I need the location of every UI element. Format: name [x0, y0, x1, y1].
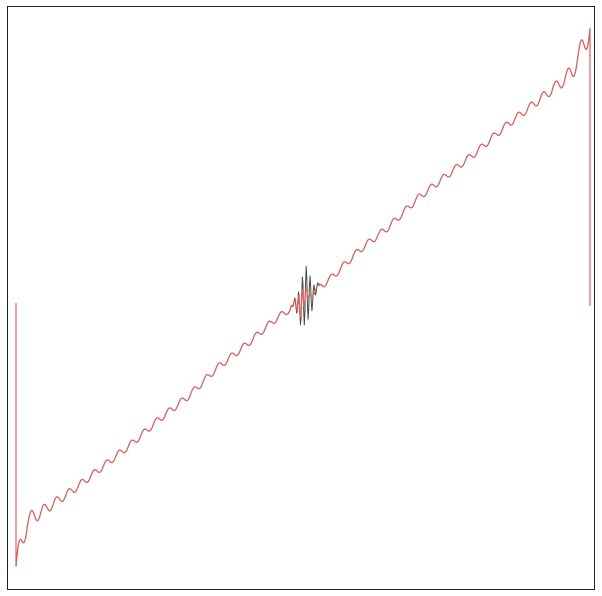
series-layer	[15, 27, 591, 567]
series-line-2	[15, 27, 591, 567]
